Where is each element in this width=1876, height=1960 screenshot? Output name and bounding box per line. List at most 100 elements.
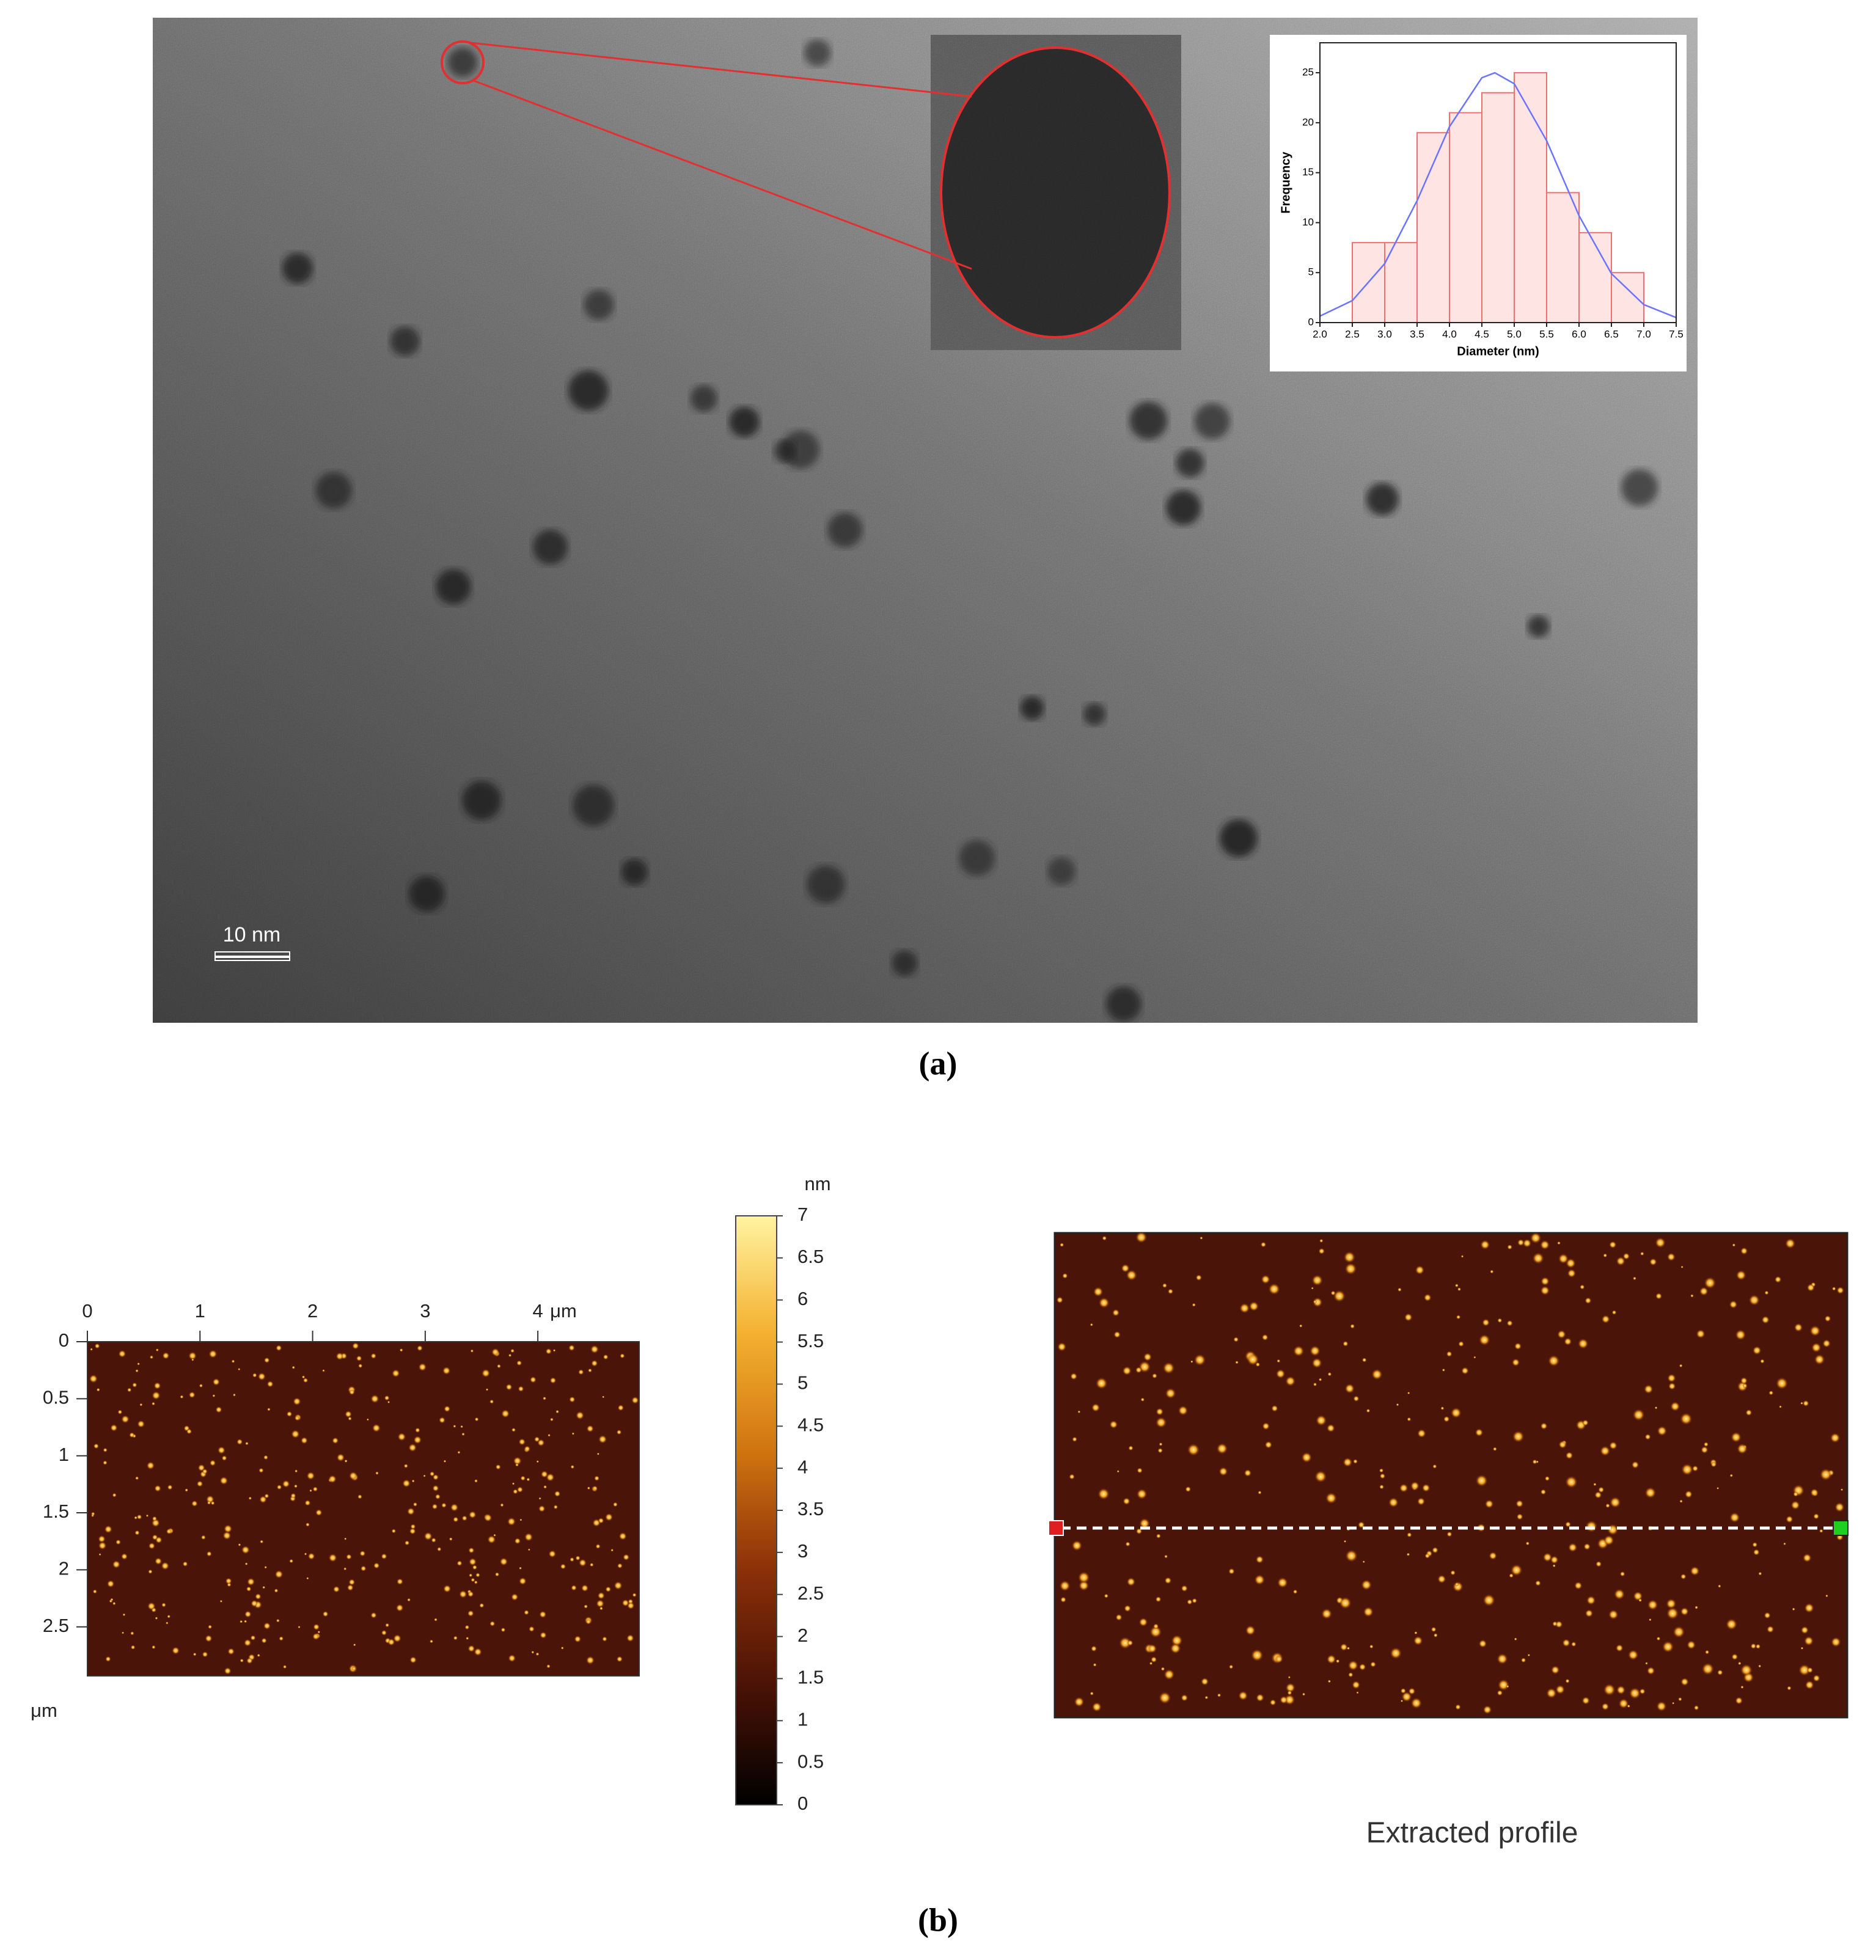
afm-grain	[264, 1493, 269, 1499]
afm-grain	[540, 1631, 547, 1639]
afm-grain	[571, 1585, 577, 1591]
afm-grain	[505, 1383, 513, 1391]
afm-grain	[1509, 1573, 1514, 1578]
tem-particle	[436, 569, 471, 605]
x-tick-label: 2.0	[1313, 328, 1327, 340]
x-axis-label: μm	[550, 1300, 577, 1322]
zoom-noise	[931, 35, 1181, 350]
afm-grain	[1155, 1596, 1162, 1603]
afm-grain	[1824, 1315, 1831, 1322]
afm-grain	[579, 1559, 587, 1567]
afm-grain	[507, 1517, 516, 1526]
afm-grain	[267, 1408, 271, 1411]
scale-bar-frame	[214, 951, 290, 961]
afm-grain	[548, 1550, 556, 1558]
afm-grain	[1814, 1354, 1825, 1365]
afm-grain	[1649, 1258, 1657, 1266]
afm-grain	[91, 1512, 95, 1516]
tem-particle	[533, 530, 568, 565]
afm-grain	[570, 1465, 574, 1469]
afm-grain	[602, 1395, 605, 1399]
tem-particle	[804, 39, 831, 67]
afm-grain	[1540, 1285, 1550, 1295]
afm-grain	[1370, 1661, 1376, 1667]
tem-particle	[390, 326, 420, 356]
afm-grain	[1475, 1428, 1484, 1437]
afm-grain	[1122, 1366, 1132, 1375]
afm-grain	[1165, 1388, 1176, 1399]
afm-grain	[1479, 1334, 1490, 1346]
afm-grain	[1557, 1241, 1561, 1245]
afm-grain	[596, 1452, 600, 1455]
afm-grain	[1293, 1345, 1305, 1357]
histogram-bar	[1416, 132, 1450, 323]
afm-grain	[1271, 1405, 1278, 1412]
afm-grain	[266, 1380, 274, 1388]
afm-grain	[1059, 1580, 1071, 1592]
afm-grain	[518, 1386, 524, 1392]
afm-grain	[464, 1625, 470, 1630]
tem-particle	[1621, 469, 1658, 506]
afm-grain	[166, 1622, 169, 1625]
y-axis-label: Frequency	[1279, 152, 1292, 214]
afm-grain	[1785, 1238, 1796, 1249]
afm-grain	[1541, 1276, 1550, 1286]
afm-grain	[1760, 1359, 1765, 1364]
afm-grain	[474, 1479, 478, 1483]
afm-grain	[1358, 1663, 1366, 1671]
afm-grain	[206, 1551, 212, 1557]
afm-grain	[433, 1474, 439, 1480]
afm-grain	[1696, 1329, 1706, 1339]
afm-grain	[1201, 1677, 1209, 1686]
afm-grain	[1701, 1662, 1714, 1675]
histogram-bar	[1514, 72, 1547, 323]
afm-grain	[359, 1550, 366, 1557]
afm-grain	[1656, 1701, 1667, 1712]
afm-grain	[442, 1366, 451, 1375]
afm-grain	[1162, 1283, 1167, 1289]
afm-map	[87, 1342, 639, 1676]
afm-grain	[605, 1513, 613, 1521]
afm-grain	[1149, 1626, 1162, 1638]
afm-grain	[1247, 1353, 1259, 1366]
afm-grain	[92, 1589, 97, 1594]
afm-grain	[437, 1546, 442, 1552]
profile-caption: Extracted profile	[1366, 1817, 1578, 1849]
afm-grain	[1228, 1568, 1235, 1574]
afm-grain	[1390, 1647, 1402, 1659]
afm-grain	[546, 1664, 551, 1669]
afm-grain	[1193, 1354, 1206, 1366]
afm-grain	[122, 1613, 126, 1617]
afm-grain	[1548, 1355, 1559, 1367]
afm-grain	[617, 1563, 623, 1569]
afm-grain	[1157, 1447, 1163, 1454]
afm-grain	[1156, 1408, 1163, 1416]
afm-grain	[291, 1366, 295, 1369]
y-tick-label: 0.5	[43, 1387, 69, 1408]
afm-grain	[352, 1342, 359, 1350]
afm-grain	[1731, 1432, 1742, 1443]
afm-grain	[1735, 1329, 1746, 1340]
afm-grain	[1091, 1403, 1100, 1412]
afm-grain	[1680, 1573, 1687, 1580]
afm-grain	[1717, 1669, 1723, 1676]
afm-grain	[1379, 1484, 1384, 1490]
afm-grain	[286, 1411, 293, 1417]
afm-grain	[1432, 1464, 1437, 1469]
afm-grain	[344, 1537, 347, 1540]
afm-grain	[1473, 1356, 1476, 1359]
afm-grain	[375, 1471, 379, 1475]
afm-grain	[568, 1344, 575, 1351]
afm-grain	[602, 1636, 607, 1642]
afm-grain	[1071, 1540, 1082, 1551]
afm-grain	[1555, 1684, 1565, 1694]
afm-grain	[1079, 1580, 1090, 1591]
afm-grain	[241, 1545, 250, 1554]
afm-grain	[1557, 1329, 1566, 1339]
afm-grain	[1687, 1640, 1696, 1650]
afm-grain	[148, 1542, 155, 1549]
afm-grain	[466, 1636, 469, 1640]
afm-grain	[549, 1377, 557, 1384]
afm-grain	[115, 1539, 121, 1545]
tem-particle	[1220, 819, 1258, 857]
